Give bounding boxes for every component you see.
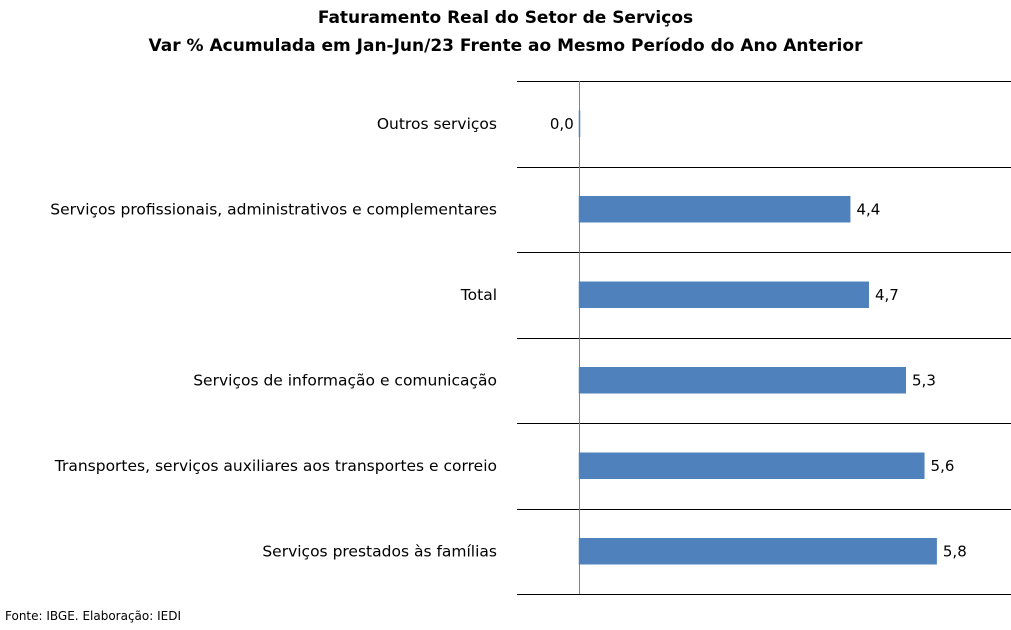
chart-title: Faturamento Real do Setor de Serviços xyxy=(317,8,694,28)
data-label: 5,8 xyxy=(943,542,967,560)
chart-subtitle: Var % Acumulada em Jan-Jun/23 Frente ao … xyxy=(148,36,863,56)
data-label: 4,7 xyxy=(875,286,899,304)
data-label: 5,6 xyxy=(931,457,955,475)
data-label: 0,0 xyxy=(550,115,574,133)
bar xyxy=(578,452,925,480)
data-label: 5,3 xyxy=(912,371,936,389)
category-label: Transportes, serviços auxiliares aos tra… xyxy=(54,457,497,475)
bar xyxy=(578,110,581,138)
data-label: 4,4 xyxy=(856,200,880,218)
bar xyxy=(578,537,937,565)
category-label: Outros serviços xyxy=(377,115,497,133)
category-label: Serviços de informação e comunicação xyxy=(193,371,497,389)
bar xyxy=(578,195,851,223)
bar xyxy=(578,366,907,394)
category-label: Total xyxy=(460,286,497,304)
bar xyxy=(578,281,869,309)
category-label: Serviços prestados às famílias xyxy=(262,542,497,560)
source-note: Fonte: IBGE. Elaboração: IEDI xyxy=(5,609,182,623)
category-label: Serviços profissionais, administrativos … xyxy=(50,200,497,218)
